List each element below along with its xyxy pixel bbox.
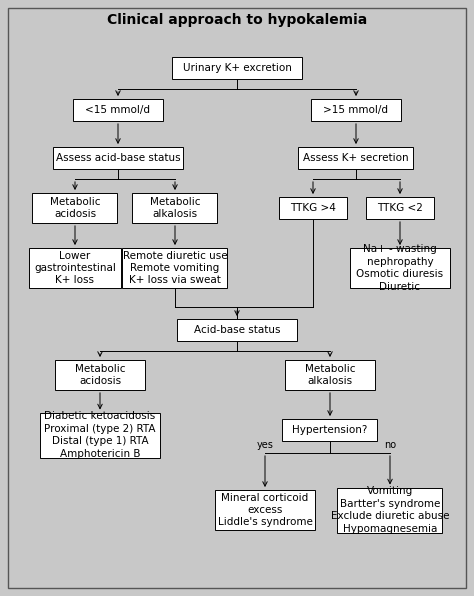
Text: Metabolic
acidosis: Metabolic acidosis [75,364,125,386]
Text: Assess acid-base status: Assess acid-base status [55,153,180,163]
Text: Mineral corticoid
excess
Liddle's syndrome: Mineral corticoid excess Liddle's syndro… [218,493,312,527]
Text: TTKG >4: TTKG >4 [290,203,336,213]
Text: Metabolic
alkalosis: Metabolic alkalosis [305,364,355,386]
Text: >15 mmol/d: >15 mmol/d [323,105,389,115]
FancyBboxPatch shape [350,248,450,288]
FancyBboxPatch shape [366,197,434,219]
Text: Remote diuretic use
Remote vomiting
K+ loss via sweat: Remote diuretic use Remote vomiting K+ l… [123,250,228,285]
Text: no: no [384,440,396,450]
Text: Acid-base status: Acid-base status [194,325,280,335]
Text: Clinical approach to hypokalemia: Clinical approach to hypokalemia [107,13,367,27]
Text: yes: yes [256,440,273,450]
FancyBboxPatch shape [279,197,347,219]
Text: Na+ - wasting
nephropathy
Osmotic diuresis
Diuretic: Na+ - wasting nephropathy Osmotic diures… [356,244,444,291]
Text: Hypertension?: Hypertension? [292,425,368,435]
Text: Vomiting
Bartter's syndrome
Exclude diuretic abuse
Hypomagnesemia: Vomiting Bartter's syndrome Exclude diur… [331,486,449,533]
FancyBboxPatch shape [122,248,228,288]
FancyBboxPatch shape [55,360,145,390]
Text: Assess K+ secretion: Assess K+ secretion [303,153,409,163]
Text: Urinary K+ excretion: Urinary K+ excretion [182,63,292,73]
FancyBboxPatch shape [29,248,121,288]
FancyBboxPatch shape [33,193,118,223]
FancyBboxPatch shape [285,360,375,390]
FancyBboxPatch shape [215,490,315,530]
Text: Metabolic
acidosis: Metabolic acidosis [50,197,100,219]
Text: Metabolic
alkalosis: Metabolic alkalosis [150,197,200,219]
FancyBboxPatch shape [73,99,163,121]
Text: Diabetic ketoacidosis
Proximal (type 2) RTA
Distal (type 1) RTA
Amphotericin B: Diabetic ketoacidosis Proximal (type 2) … [44,411,156,458]
FancyBboxPatch shape [337,488,443,532]
FancyBboxPatch shape [40,412,160,458]
FancyBboxPatch shape [172,57,302,79]
FancyBboxPatch shape [299,147,413,169]
FancyBboxPatch shape [133,193,218,223]
Text: <15 mmol/d: <15 mmol/d [85,105,151,115]
FancyBboxPatch shape [177,319,297,341]
FancyBboxPatch shape [311,99,401,121]
FancyBboxPatch shape [283,419,377,441]
Text: TTKG <2: TTKG <2 [377,203,423,213]
FancyBboxPatch shape [53,147,183,169]
Text: Lower
gastrointestinal
K+ loss: Lower gastrointestinal K+ loss [34,250,116,285]
